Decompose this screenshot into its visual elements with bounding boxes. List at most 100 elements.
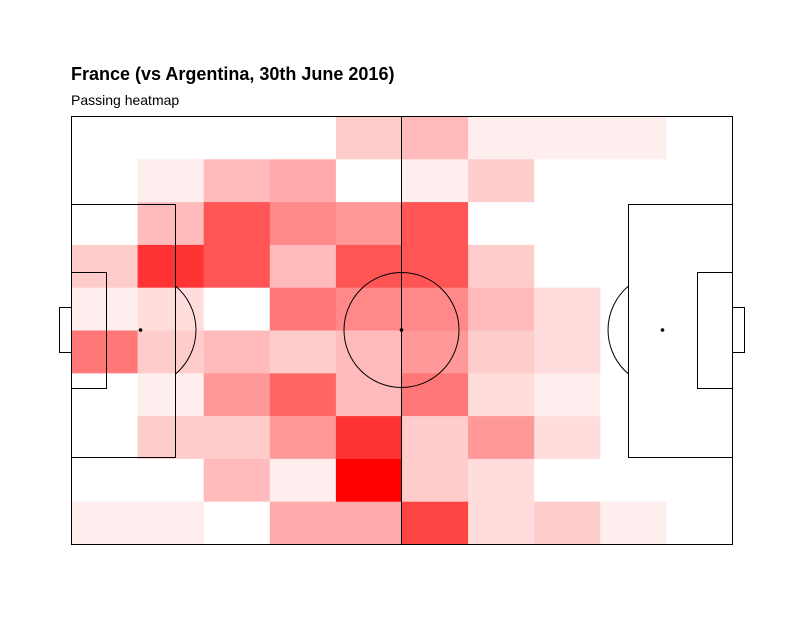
heatmap-cell [402,373,469,417]
heatmap-cell [468,244,535,289]
heatmap-cell [534,287,601,331]
heatmap-cell [269,116,337,160]
heatmap-cell [335,373,403,417]
heatmap-cell [269,330,337,374]
heatmap-cell [468,330,535,374]
heatmap-cell [600,330,667,374]
pitch-markings [59,116,745,545]
heatmap-cell [335,116,403,160]
chart-subtitle: Passing heatmap [71,92,180,108]
heatmap-cell [203,501,271,545]
heatmap-cell [534,202,601,246]
heatmap-cell [468,159,535,203]
heatmap-cell [534,458,601,503]
heatmap-cell [137,458,205,503]
heatmap-cell [468,287,535,331]
heatmap-cell [402,458,469,503]
heatmap-cell [666,458,733,503]
heatmap-cell [600,373,667,417]
right-goal [732,307,745,353]
heatmap-cell [534,416,601,460]
heatmap-cell [203,116,271,160]
heatmap-cell [335,202,403,246]
heatmap-cell [402,501,469,545]
heatmap-cell [666,116,733,160]
heatmap-cell [534,330,601,374]
centre-spot [399,328,404,332]
heatmap-cell [137,116,205,160]
heatmap-cell [402,416,469,460]
heatmap-cell [335,330,403,374]
heatmap-cell [468,501,535,545]
heatmap-cell [666,501,733,545]
heatmap-cell [269,244,337,289]
heatmap-cell [335,416,403,460]
heatmap-cells [71,116,733,545]
heatmap-cell [534,373,601,417]
heatmap-cell [269,287,337,331]
heatmap-cell [402,330,469,374]
centre-circle [343,272,460,388]
heatmap-cell [137,287,205,331]
left-penalty-spot [138,328,143,332]
heatmap-cell [269,159,337,203]
heatmap-cell [468,458,535,503]
heatmap-cell [71,330,139,374]
right-penalty-spot [660,328,665,332]
heatmap-cell [71,501,139,545]
heatmap-cell [600,458,667,503]
heatmap-cell [468,373,535,417]
heatmap-cell [137,159,205,203]
heatmap-cell [137,373,205,417]
heatmap-cell [137,416,205,460]
heatmap-cell [666,373,733,417]
heatmap-cell [269,373,337,417]
left-goal [59,307,72,353]
heatmap-cell [137,501,205,545]
heatmap-cell [203,373,271,417]
heatmap-cell [600,287,667,331]
heatmap-cell [269,458,337,503]
heatmap-cell [71,244,139,289]
heatmap-cell [666,202,733,246]
heatmap-cell [666,159,733,203]
heatmap-cell [71,116,139,160]
pitch-spots [138,328,665,332]
heatmap-cell [203,416,271,460]
right-penalty-arc [607,285,629,375]
heatmap-cell [71,458,139,503]
heatmap-cell [402,244,469,289]
heatmap-cell [269,501,337,545]
heatmap-cell [534,244,601,289]
heatmap-cell [269,416,337,460]
heatmap-cell [137,202,205,246]
heatmap-cell [203,159,271,203]
heatmap-cell [402,202,469,246]
heatmap-cell [468,416,535,460]
heatmap-cell [600,416,667,460]
heatmap-cell [600,116,667,160]
heatmap-cell [71,416,139,460]
heatmap-cell [335,287,403,331]
heatmap-cell [71,159,139,203]
heatmap-cell [666,244,733,289]
heatmap-cell [71,287,139,331]
heatmap-cell [468,116,535,160]
heatmap-cell [335,159,403,203]
heatmap-cell [402,287,469,331]
heatmap-cell [71,373,139,417]
heatmap-cell [71,202,139,246]
heatmap-cell [137,244,205,289]
heatmap-cell [402,116,469,160]
heatmap-cell [666,416,733,460]
heatmap-cell [137,330,205,374]
heatmap-cell [402,159,469,203]
heatmap-cell [666,330,733,374]
heatmap-cell [335,244,403,289]
chart-title: France (vs Argentina, 30th June 2016) [71,64,395,84]
heatmap-cell [600,202,667,246]
heatmap-cell [534,159,601,203]
heatmap-cell [203,202,271,246]
heatmap-cell [269,202,337,246]
